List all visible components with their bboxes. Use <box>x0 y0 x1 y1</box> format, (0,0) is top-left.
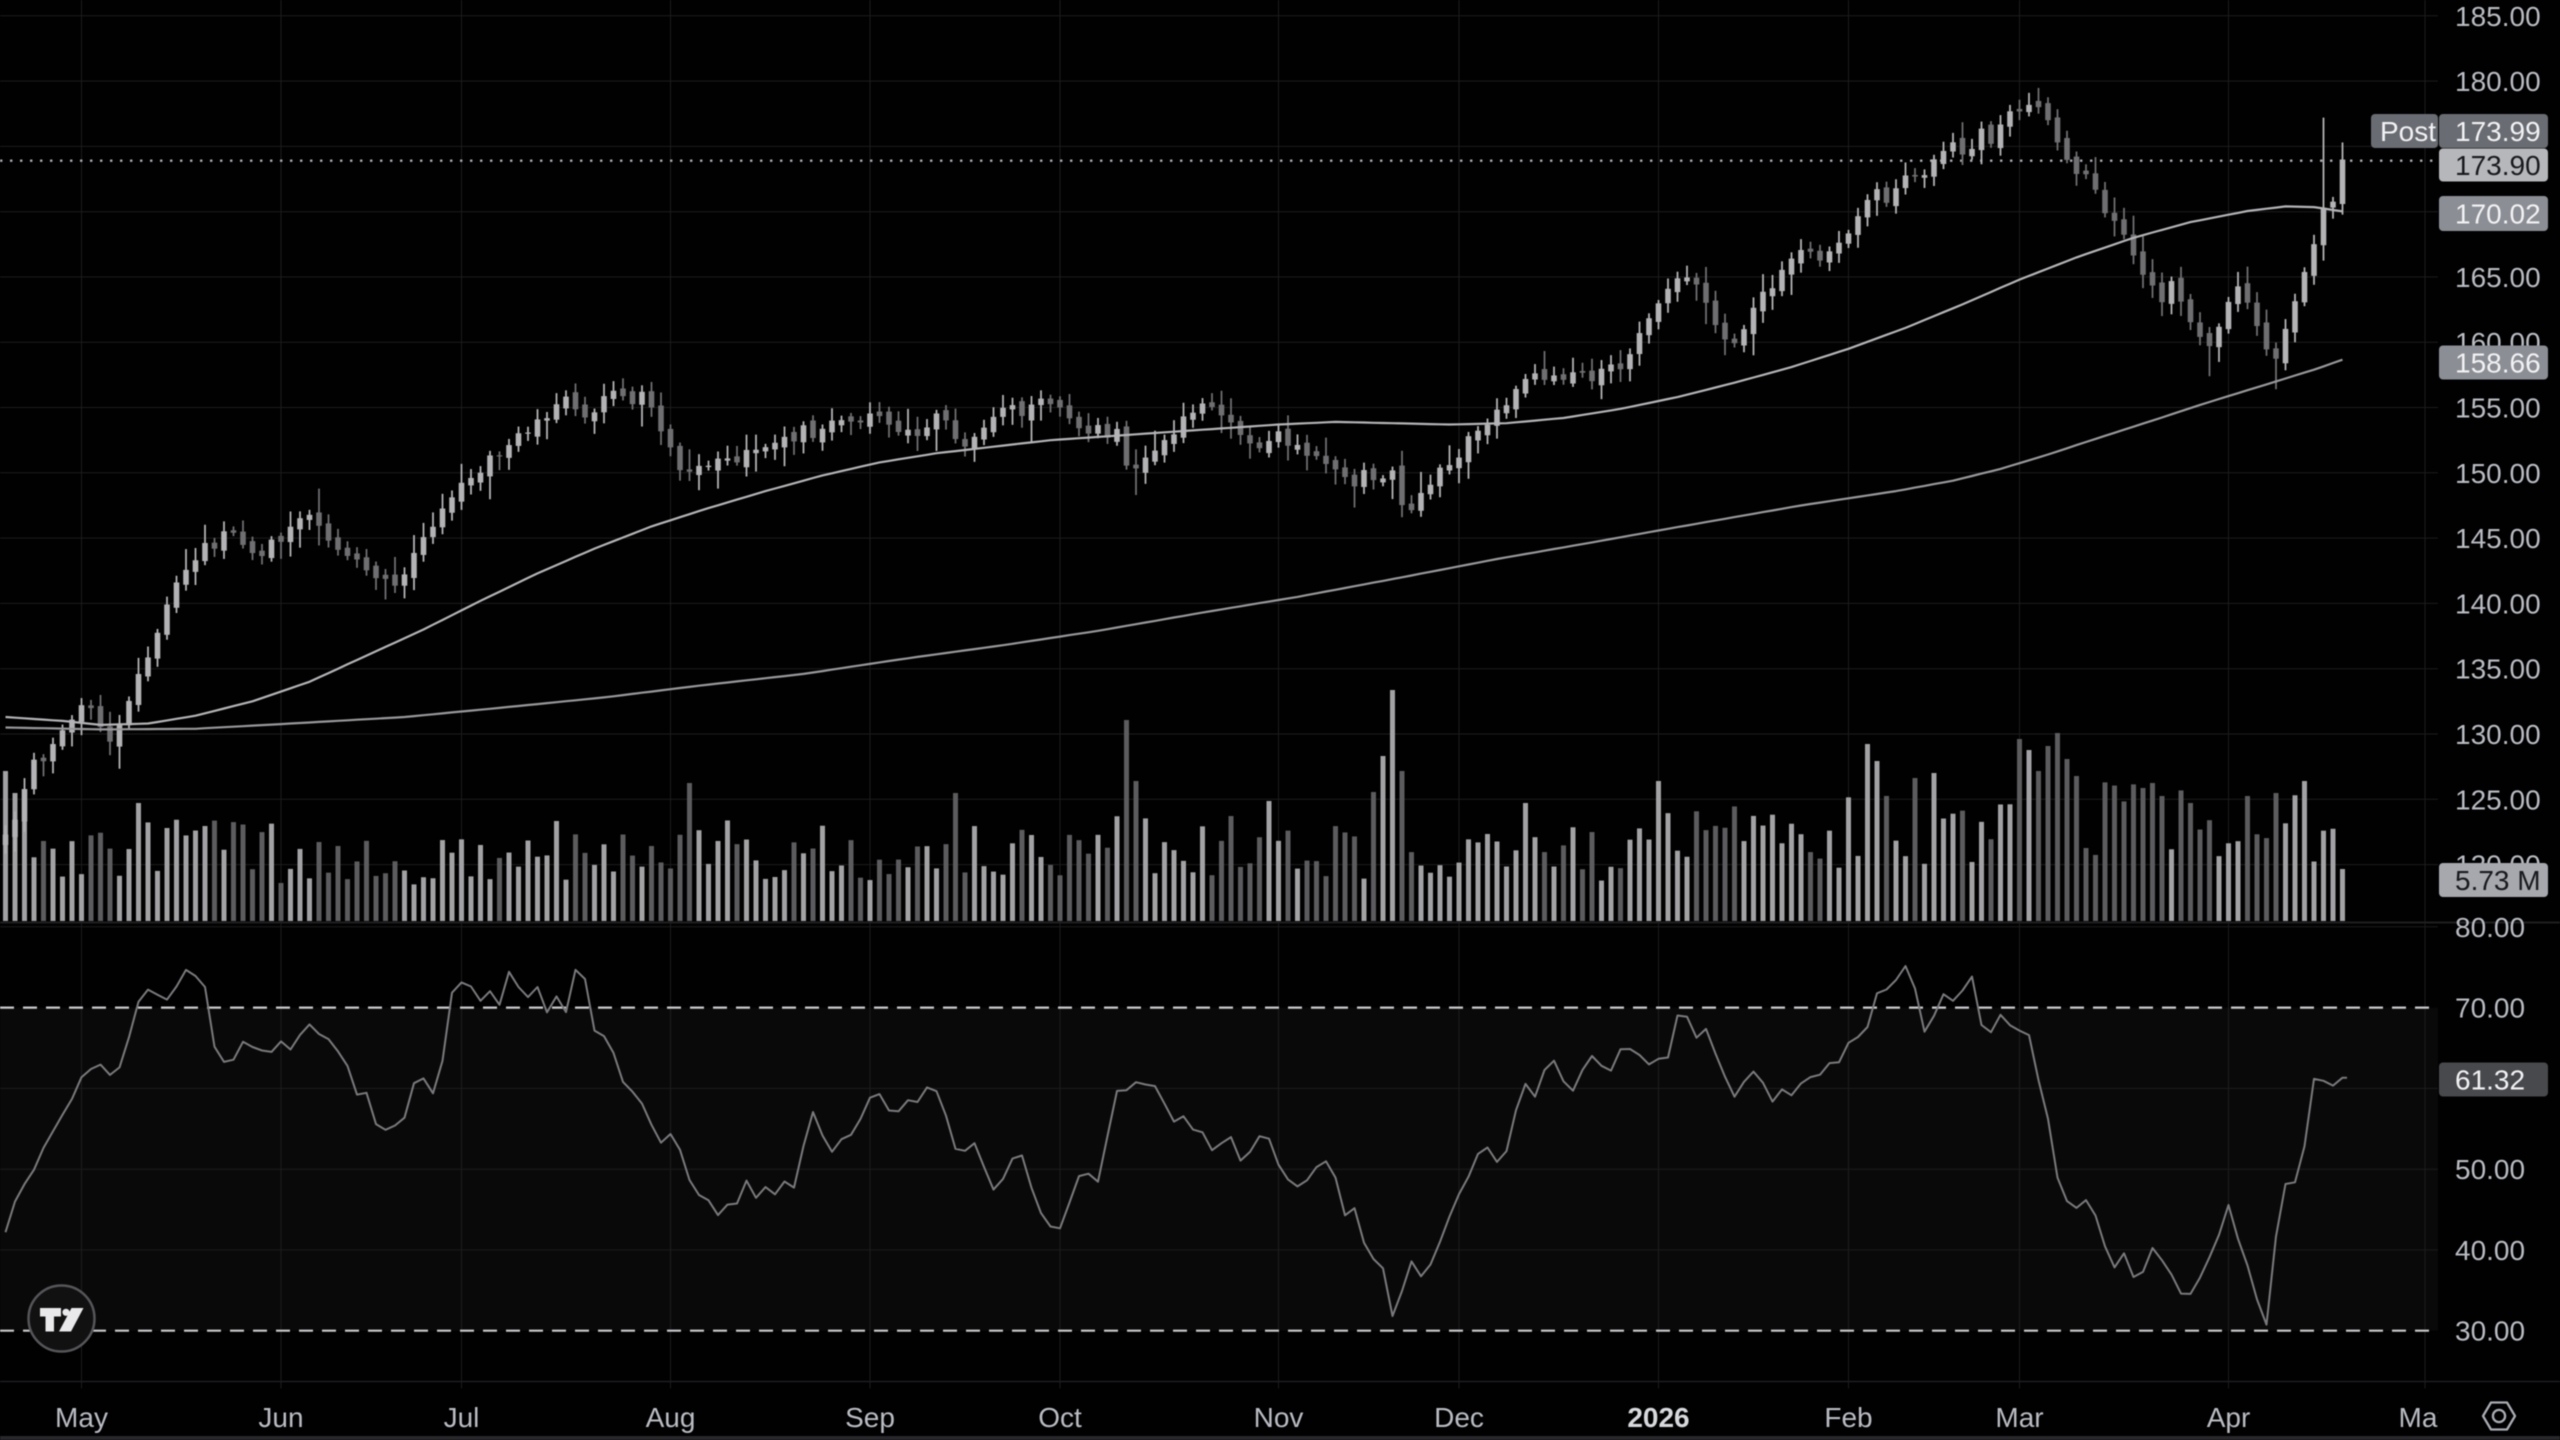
svg-text:185.00: 185.00 <box>2455 1 2541 32</box>
svg-text:165.00: 165.00 <box>2455 262 2541 293</box>
svg-text:30.00: 30.00 <box>2455 1316 2525 1347</box>
svg-text:155.00: 155.00 <box>2455 393 2541 424</box>
svg-text:150.00: 150.00 <box>2455 458 2541 489</box>
svg-text:130.00: 130.00 <box>2455 719 2541 750</box>
svg-text:Post: Post <box>2380 116 2436 147</box>
svg-text:158.66: 158.66 <box>2455 348 2541 379</box>
svg-text:180.00: 180.00 <box>2455 66 2541 97</box>
svg-text:140.00: 140.00 <box>2455 588 2541 619</box>
svg-text:70.00: 70.00 <box>2455 993 2525 1024</box>
svg-text:Aug: Aug <box>646 1402 696 1433</box>
svg-text:135.00: 135.00 <box>2455 654 2541 685</box>
svg-text:61.32: 61.32 <box>2455 1065 2525 1096</box>
svg-text:173.99: 173.99 <box>2455 116 2541 147</box>
svg-text:May: May <box>55 1402 108 1433</box>
svg-text:Nov: Nov <box>1254 1402 1304 1433</box>
svg-text:Jul: Jul <box>444 1402 480 1433</box>
svg-text:Jun: Jun <box>258 1402 303 1433</box>
svg-text:40.00: 40.00 <box>2455 1235 2525 1266</box>
svg-text:173.90: 173.90 <box>2455 150 2541 181</box>
svg-text:5.73 M: 5.73 M <box>2455 865 2541 896</box>
svg-text:170.02: 170.02 <box>2455 199 2541 230</box>
svg-text:May: May <box>2399 1402 2452 1433</box>
svg-text:Dec: Dec <box>1434 1402 1484 1433</box>
svg-text:Feb: Feb <box>1824 1402 1872 1433</box>
svg-text:125.00: 125.00 <box>2455 784 2541 815</box>
svg-text:Oct: Oct <box>1038 1402 1082 1433</box>
svg-text:2026: 2026 <box>1627 1402 1689 1433</box>
svg-text:Apr: Apr <box>2207 1402 2251 1433</box>
svg-text:Mar: Mar <box>1995 1402 2043 1433</box>
svg-text:145.00: 145.00 <box>2455 523 2541 554</box>
svg-text:80.00: 80.00 <box>2455 912 2525 943</box>
svg-text:50.00: 50.00 <box>2455 1154 2525 1185</box>
svg-text:Sep: Sep <box>845 1402 895 1433</box>
